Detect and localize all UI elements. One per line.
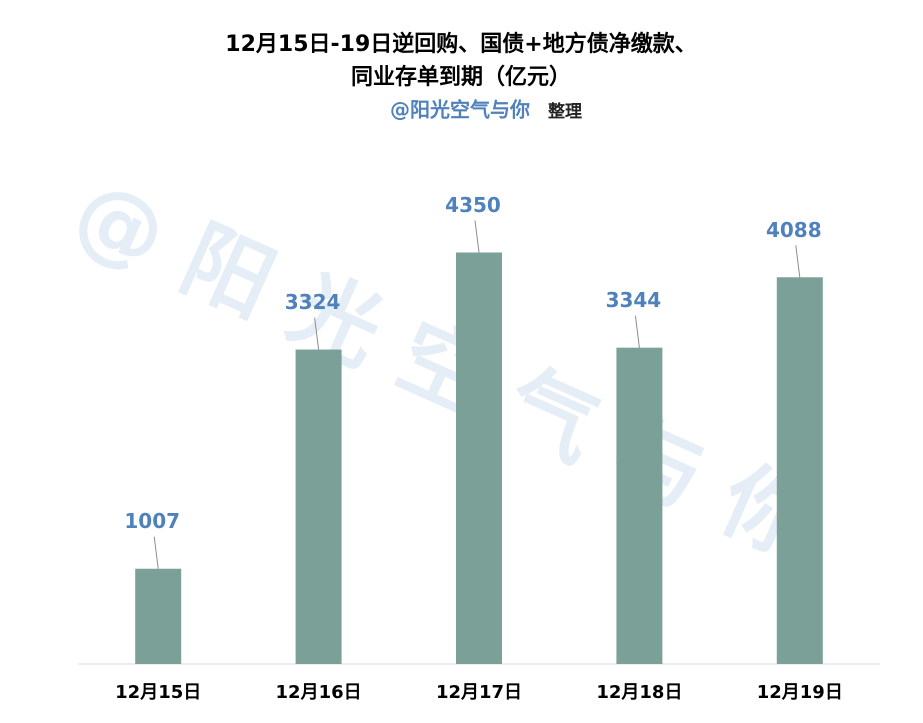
bar xyxy=(295,349,342,664)
bar xyxy=(776,277,823,664)
chart-title: 12月15日-19日逆回购、国债+地方债净缴款、 xyxy=(225,31,696,57)
x-tick-label: 12月19日 xyxy=(757,682,843,703)
chart-title: 同业存单到期（亿元） xyxy=(351,64,571,90)
bar xyxy=(135,568,182,664)
subtitle-note: 整理 xyxy=(548,101,582,122)
x-tick-label: 12月16日 xyxy=(276,682,362,703)
value-label: 3324 xyxy=(285,290,341,314)
x-tick-label: 12月17日 xyxy=(436,682,522,703)
subtitle-author: @阳光空气与你 xyxy=(390,98,530,122)
value-label: 4088 xyxy=(766,218,822,242)
value-label: 4350 xyxy=(445,193,501,217)
value-label: 3344 xyxy=(606,288,662,312)
value-label: 1007 xyxy=(124,509,180,533)
bar xyxy=(456,252,502,665)
leader-line xyxy=(314,317,320,350)
x-tick-label: 12月18日 xyxy=(596,682,682,703)
x-tick-label: 12月15日 xyxy=(115,682,201,703)
leader-line xyxy=(153,536,159,569)
leader-line xyxy=(474,220,480,253)
leader-line xyxy=(795,245,801,278)
bar xyxy=(616,347,663,664)
leader-line xyxy=(634,315,640,348)
